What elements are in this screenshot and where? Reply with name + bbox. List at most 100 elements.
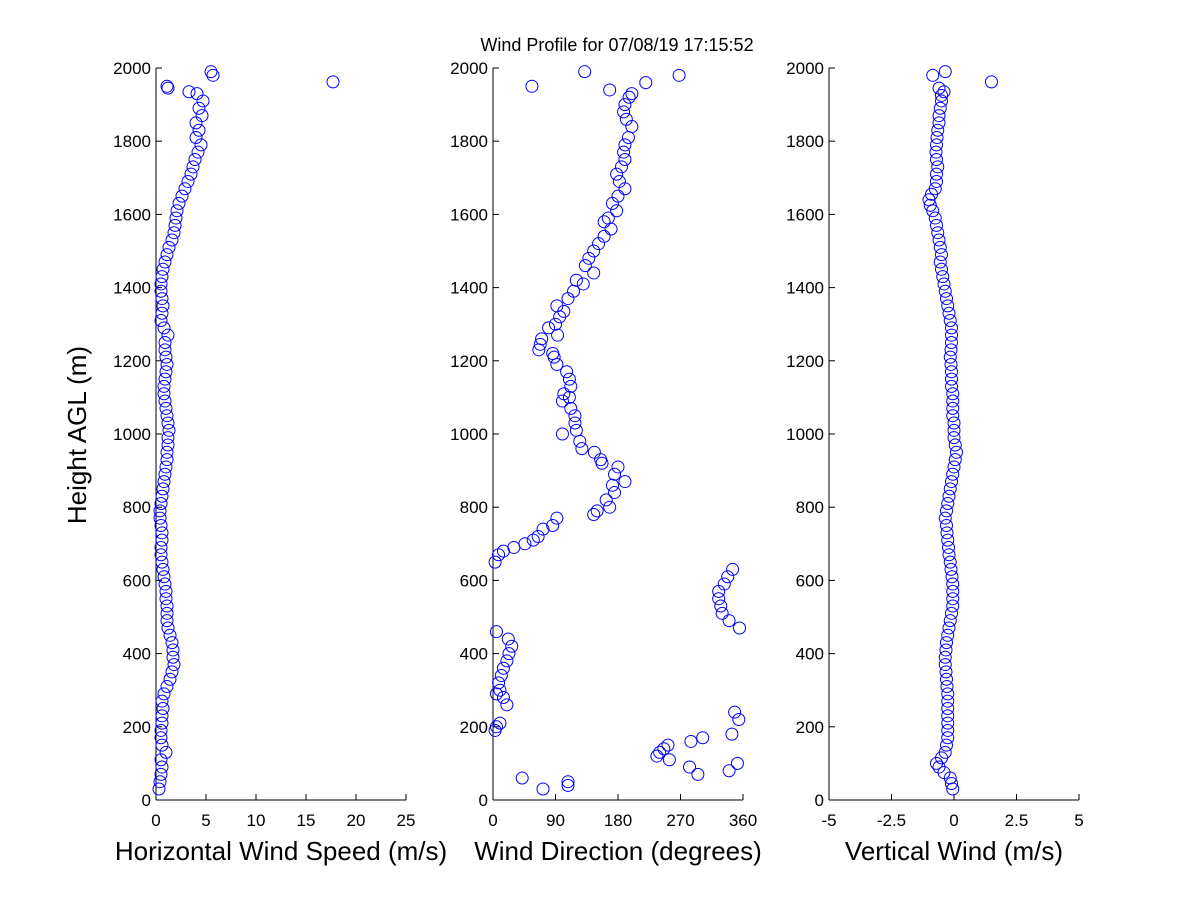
data-point bbox=[940, 526, 954, 540]
data-point bbox=[536, 522, 550, 536]
data-point bbox=[162, 423, 176, 437]
data-point bbox=[549, 317, 562, 331]
data-point bbox=[943, 614, 957, 628]
data-point bbox=[941, 723, 955, 737]
data-point bbox=[154, 548, 168, 562]
data-point bbox=[933, 240, 947, 254]
data-point bbox=[946, 467, 960, 481]
data-point bbox=[943, 482, 957, 496]
data-point bbox=[546, 346, 560, 360]
data-point bbox=[167, 226, 181, 240]
data-point bbox=[590, 504, 604, 518]
data-point bbox=[936, 270, 950, 284]
data-point bbox=[941, 497, 955, 511]
data-point bbox=[945, 777, 958, 791]
data-point bbox=[159, 745, 173, 759]
data-point bbox=[696, 731, 710, 745]
data-point bbox=[172, 196, 186, 210]
data-point bbox=[926, 68, 940, 82]
data-point bbox=[557, 387, 571, 401]
y-tick-label: 600 bbox=[796, 571, 824, 590]
data-point bbox=[948, 438, 962, 452]
data-point bbox=[938, 511, 952, 525]
data-point bbox=[930, 138, 943, 152]
data-point bbox=[159, 592, 173, 606]
data-point bbox=[160, 599, 174, 613]
data-point bbox=[502, 647, 516, 661]
y-tick-label: 2000 bbox=[450, 59, 488, 78]
data-point bbox=[940, 504, 953, 518]
x-tick-label: 270 bbox=[666, 811, 694, 830]
data-point bbox=[166, 650, 180, 664]
data-point bbox=[947, 423, 961, 437]
data-point bbox=[657, 742, 671, 756]
y-tick-label: 1400 bbox=[113, 279, 151, 298]
data-point bbox=[518, 537, 532, 551]
data-point bbox=[163, 628, 177, 642]
data-point bbox=[932, 109, 946, 123]
y-tick-label: 800 bbox=[123, 498, 151, 517]
data-point bbox=[550, 511, 564, 525]
data-point bbox=[619, 112, 633, 126]
data-point bbox=[938, 284, 952, 298]
data-point bbox=[928, 211, 942, 225]
data-point bbox=[721, 570, 735, 584]
data-point bbox=[942, 548, 956, 562]
data-point bbox=[546, 519, 560, 532]
y-tick-label: 0 bbox=[815, 791, 824, 810]
x-axis-label: Horizontal Wind Speed (m/s) bbox=[115, 836, 447, 866]
data-point bbox=[154, 767, 168, 781]
data-point bbox=[603, 83, 617, 97]
data-point bbox=[587, 445, 601, 459]
data-point bbox=[597, 229, 611, 243]
data-point bbox=[166, 643, 180, 657]
data-point bbox=[155, 270, 169, 284]
data-point bbox=[561, 775, 575, 789]
data-point bbox=[493, 716, 507, 730]
data-point bbox=[931, 226, 945, 240]
data-point bbox=[618, 153, 632, 166]
data-point bbox=[158, 577, 172, 591]
data-point bbox=[946, 401, 960, 415]
data-point bbox=[159, 584, 173, 598]
data-point bbox=[568, 416, 582, 430]
data-point bbox=[525, 79, 539, 93]
data-point bbox=[946, 599, 960, 613]
data-point bbox=[730, 756, 744, 770]
data-point bbox=[933, 255, 947, 269]
data-point bbox=[930, 218, 943, 232]
y-tick-label: 1200 bbox=[786, 352, 824, 371]
x-tick-label: -2.5 bbox=[877, 811, 906, 830]
data-point bbox=[942, 540, 955, 554]
data-point bbox=[653, 745, 667, 759]
data-point bbox=[155, 694, 169, 708]
data-point bbox=[156, 702, 170, 715]
y-tick-label: 1200 bbox=[113, 352, 151, 371]
data-point bbox=[618, 475, 632, 489]
data-point bbox=[493, 683, 507, 697]
data-point bbox=[941, 702, 955, 715]
data-point bbox=[930, 153, 943, 166]
data-point bbox=[555, 427, 569, 441]
y-tick-label: 200 bbox=[796, 718, 824, 737]
data-point bbox=[933, 101, 947, 115]
data-point bbox=[159, 365, 173, 379]
data-point bbox=[165, 233, 179, 247]
y-tick-label: 1400 bbox=[450, 279, 488, 298]
data-point bbox=[938, 65, 952, 79]
data-point bbox=[505, 639, 519, 653]
data-point bbox=[601, 211, 615, 225]
x-tick-label: 5 bbox=[201, 811, 210, 830]
data-point bbox=[496, 691, 510, 705]
data-point bbox=[501, 632, 515, 646]
data-point bbox=[923, 198, 937, 212]
data-point bbox=[599, 493, 613, 507]
data-point bbox=[728, 705, 742, 719]
x-tick-label: 2.5 bbox=[1005, 811, 1029, 830]
data-point bbox=[182, 85, 196, 99]
data-point bbox=[562, 372, 576, 386]
x-tick-label: 15 bbox=[297, 811, 316, 830]
data-point bbox=[157, 475, 171, 489]
data-point bbox=[940, 519, 953, 532]
data-point bbox=[489, 720, 503, 734]
